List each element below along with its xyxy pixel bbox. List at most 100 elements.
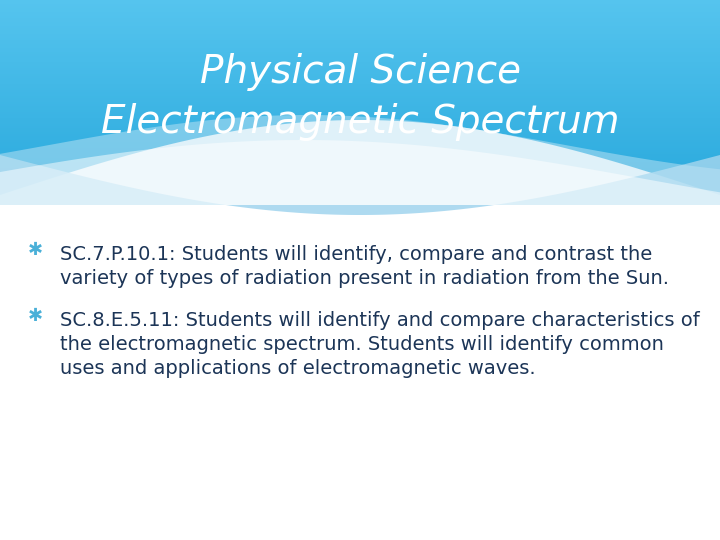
Bar bbox=[0, 132, 720, 134]
Bar bbox=[0, 84, 720, 86]
Bar bbox=[0, 138, 720, 140]
Bar bbox=[0, 22, 720, 24]
Bar bbox=[0, 24, 720, 26]
Bar bbox=[0, 193, 720, 196]
Bar bbox=[0, 25, 720, 28]
Bar bbox=[0, 76, 720, 78]
Bar bbox=[0, 36, 720, 38]
Bar bbox=[0, 125, 720, 128]
Bar bbox=[0, 133, 720, 136]
Bar bbox=[0, 53, 720, 56]
Text: Physical Science: Physical Science bbox=[199, 53, 521, 91]
Bar bbox=[0, 42, 720, 44]
Bar bbox=[0, 136, 720, 138]
Bar bbox=[0, 122, 720, 124]
Bar bbox=[0, 37, 720, 40]
Bar bbox=[0, 8, 720, 10]
Bar bbox=[0, 187, 720, 190]
Bar bbox=[0, 19, 720, 22]
Bar bbox=[0, 91, 720, 94]
Text: uses and applications of electromagnetic waves.: uses and applications of electromagnetic… bbox=[60, 359, 536, 378]
Text: ✱: ✱ bbox=[28, 241, 43, 259]
Bar bbox=[0, 17, 720, 20]
Bar bbox=[0, 2, 720, 4]
Bar bbox=[0, 179, 720, 182]
Bar bbox=[0, 145, 720, 148]
Bar bbox=[0, 59, 720, 62]
Text: SC.8.E.5.11: Students will identify and compare characteristics of: SC.8.E.5.11: Students will identify and … bbox=[60, 311, 700, 330]
Bar bbox=[0, 113, 720, 116]
Bar bbox=[0, 158, 720, 160]
Bar bbox=[0, 147, 720, 150]
Bar bbox=[0, 56, 720, 58]
Text: variety of types of radiation present in radiation from the Sun.: variety of types of radiation present in… bbox=[60, 269, 669, 288]
Bar bbox=[0, 44, 720, 46]
Bar bbox=[0, 10, 720, 12]
Bar bbox=[0, 48, 720, 50]
Bar bbox=[0, 173, 720, 176]
Bar bbox=[0, 156, 720, 158]
Bar bbox=[0, 184, 720, 186]
Bar bbox=[0, 118, 720, 120]
Bar bbox=[0, 65, 720, 68]
Bar bbox=[0, 104, 720, 106]
Bar bbox=[0, 170, 720, 172]
Bar bbox=[0, 98, 720, 100]
Bar bbox=[0, 82, 720, 84]
Bar bbox=[0, 141, 720, 144]
Bar bbox=[0, 144, 720, 146]
Bar bbox=[0, 152, 720, 154]
Bar bbox=[0, 153, 720, 156]
Bar bbox=[0, 51, 720, 54]
Bar bbox=[0, 73, 720, 76]
Bar bbox=[0, 124, 720, 126]
Bar bbox=[0, 85, 720, 88]
Bar bbox=[0, 164, 720, 166]
Bar bbox=[0, 57, 720, 60]
Bar bbox=[0, 11, 720, 14]
Bar bbox=[0, 71, 720, 74]
Polygon shape bbox=[0, 115, 720, 205]
Text: ✱: ✱ bbox=[28, 307, 43, 325]
Text: the electromagnetic spectrum. Students will identify common: the electromagnetic spectrum. Students w… bbox=[60, 335, 664, 354]
Bar bbox=[0, 33, 720, 36]
Bar bbox=[0, 116, 720, 118]
Bar bbox=[0, 78, 720, 80]
Bar bbox=[0, 111, 720, 114]
Bar bbox=[0, 5, 720, 8]
Bar bbox=[0, 105, 720, 108]
Bar bbox=[0, 165, 720, 168]
Bar bbox=[0, 28, 720, 30]
Bar bbox=[0, 198, 720, 200]
Bar bbox=[0, 190, 720, 192]
Bar bbox=[0, 192, 720, 194]
Bar bbox=[0, 87, 720, 90]
Bar bbox=[0, 107, 720, 110]
Bar bbox=[0, 161, 720, 164]
Bar bbox=[0, 39, 720, 42]
Polygon shape bbox=[0, 155, 720, 215]
Bar bbox=[0, 16, 720, 18]
Bar bbox=[0, 150, 720, 152]
Bar bbox=[0, 110, 720, 112]
Bar bbox=[0, 68, 720, 70]
Polygon shape bbox=[0, 120, 720, 205]
Text: Electromagnetic Spectrum: Electromagnetic Spectrum bbox=[101, 103, 619, 141]
Bar bbox=[0, 195, 720, 198]
Bar bbox=[0, 14, 720, 16]
Bar bbox=[0, 167, 720, 170]
Polygon shape bbox=[0, 140, 720, 205]
Bar bbox=[0, 127, 720, 130]
Bar bbox=[0, 178, 720, 180]
Bar bbox=[0, 64, 720, 66]
Bar bbox=[0, 79, 720, 82]
Bar bbox=[0, 119, 720, 122]
Bar bbox=[0, 62, 720, 64]
Bar bbox=[0, 50, 720, 52]
Bar bbox=[0, 96, 720, 98]
Bar bbox=[0, 90, 720, 92]
Bar bbox=[0, 172, 720, 174]
Bar bbox=[0, 99, 720, 102]
Bar bbox=[0, 3, 720, 6]
Bar bbox=[0, 45, 720, 48]
